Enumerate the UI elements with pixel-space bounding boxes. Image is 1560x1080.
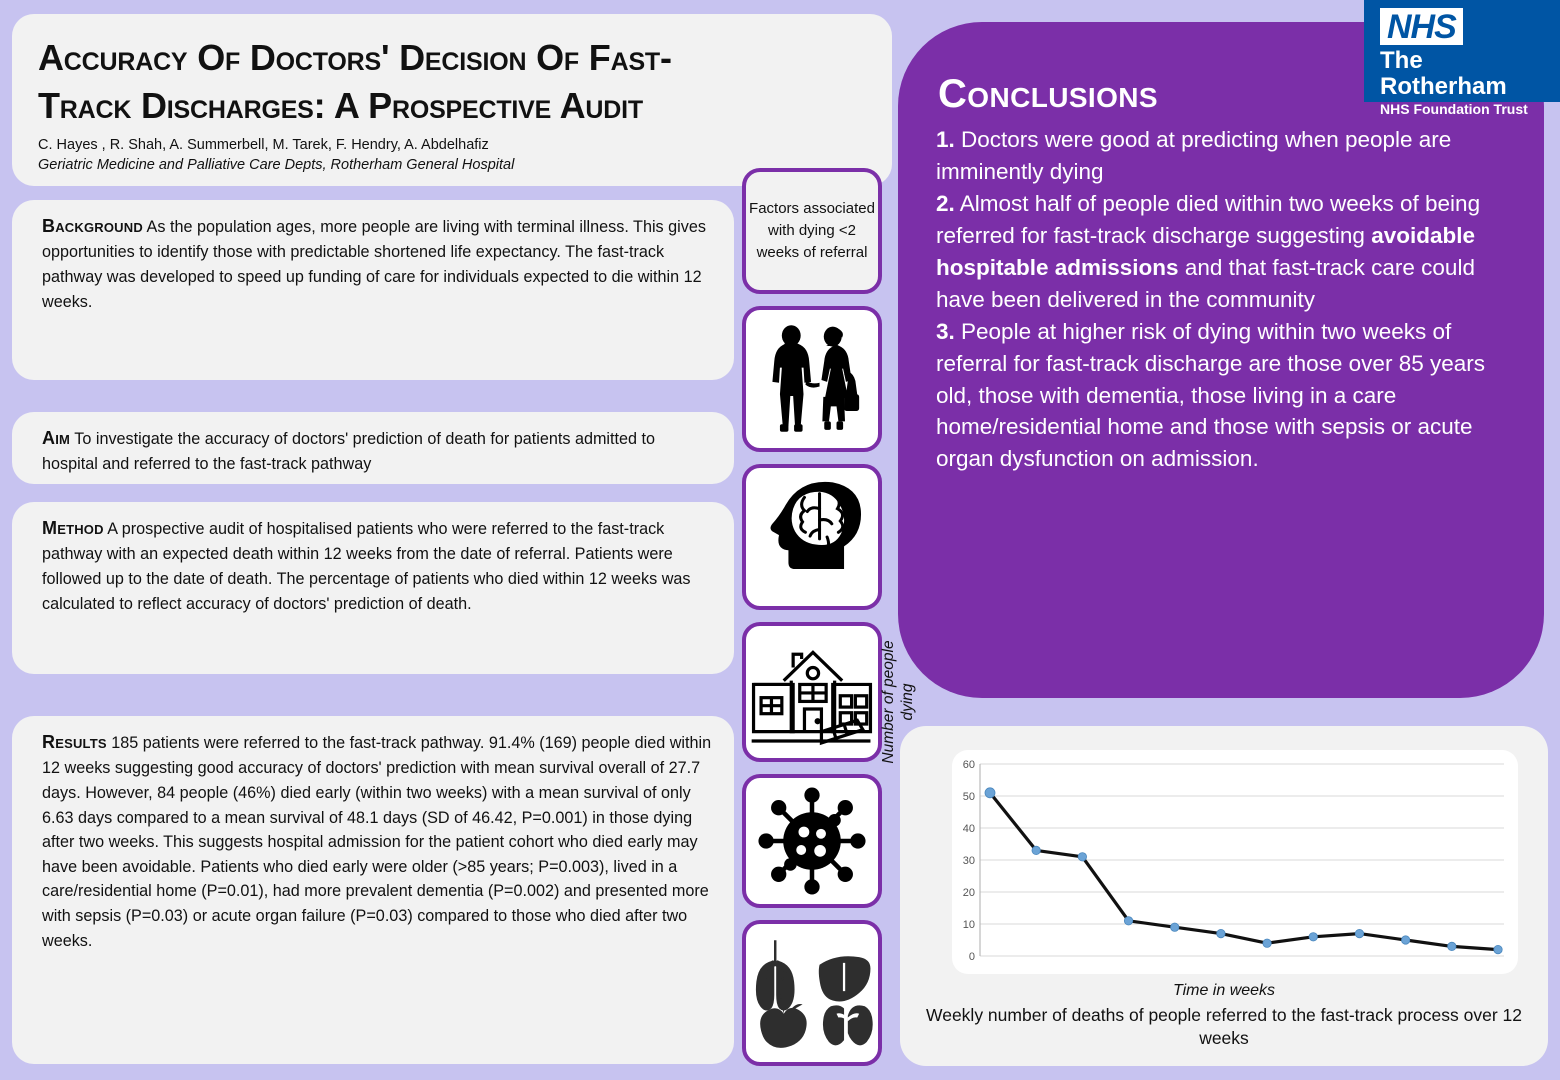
method-body: A prospective audit of hospitalised pati… [42, 520, 691, 613]
conclusion-number-2: 2. [936, 190, 955, 216]
aim-heading: Aim [42, 428, 71, 448]
conclusions-panel: Conclusions 1. Doctors were good at pred… [898, 22, 1544, 698]
data-point [1262, 938, 1272, 948]
nhs-wordmark: NHS [1380, 8, 1463, 45]
organs-icon [742, 920, 882, 1066]
data-point [1170, 922, 1180, 932]
title-line-1: Accuracy Of Doctors' Decision Of Fast- [38, 37, 672, 78]
y-tick-label: 50 [963, 791, 975, 803]
chart-gridlines [980, 763, 1504, 957]
nhs-trust-name: The Rotherham [1380, 47, 1507, 100]
data-point [1493, 945, 1503, 955]
chart-caption: Weekly number of deaths of people referr… [926, 1005, 1522, 1048]
author-list: C. Hayes , R. Shah, A. Summerbell, M. Ta… [38, 136, 489, 153]
title-line-2: Track Discharges: A Prospective Audit [38, 84, 643, 126]
data-point [1401, 935, 1411, 945]
elderly-couple-icon [742, 306, 882, 452]
chart-data-points [984, 787, 1503, 955]
aim-section-card: Aim To investigate the accuracy of docto… [12, 412, 734, 484]
conclusion-text-3: People at higher risk of dying within tw… [936, 318, 1485, 472]
aim-body: To investigate the accuracy of doctors' … [42, 430, 656, 474]
conclusion-text-2-post: and that fast-track care could have been… [936, 254, 1475, 312]
page-title: Accuracy Of Doctors' Decision Of Fast- T… [12, 14, 892, 130]
virus-icon [742, 774, 882, 908]
chart-y-tick-labels: 0 10 20 30 40 50 60 [963, 759, 975, 963]
data-point [1447, 941, 1457, 951]
results-body: 185 patients were referred to the fast-t… [42, 734, 712, 950]
y-tick-label: 40 [963, 823, 975, 835]
conclusions-title: Conclusions [938, 72, 1158, 116]
care-home-icon [742, 622, 882, 762]
factors-heading-box: Factors associated with dying <2 weeks o… [742, 168, 882, 294]
results-section-card: Results 185 patients were referred to th… [12, 716, 734, 1064]
results-heading: Results [42, 732, 107, 752]
y-tick-label: 0 [969, 951, 975, 963]
y-tick-label: 20 [963, 887, 975, 899]
conclusion-text-2-bold: avoidable hospitable admissions [936, 222, 1475, 280]
y-tick-label: 60 [963, 759, 975, 771]
conclusion-text-2-pre: Almost half of people died within two we… [936, 190, 1481, 248]
background-section-card: Background As the population ages, more … [12, 200, 734, 380]
nhs-logo: NHS The Rotherham NHS Foundation Trust [1364, 0, 1560, 117]
affiliation: Geriatric Medicine and Palliative Care D… [38, 157, 515, 174]
conclusion-item-3: 3. People at higher risk of dying within… [936, 316, 1516, 476]
line-chart-svg: 0 10 20 30 40 50 60 [963, 759, 1504, 963]
chart-x-axis-label: Time in weeks [1172, 982, 1276, 999]
data-point [1123, 916, 1134, 926]
results-section: Results 185 patients were referred to th… [12, 716, 734, 966]
chart-series-line [988, 791, 1499, 952]
chart-card: Number of people dying 0 10 20 30 40 50 60 Tim… [880, 640, 1548, 1066]
factors-heading-text: Factors associated with dying <2 weeks o… [749, 200, 875, 261]
data-point [1077, 852, 1087, 862]
data-point [984, 787, 996, 799]
background-body: As the population ages, more people are … [42, 218, 706, 311]
conclusion-number-1: 1. [936, 127, 955, 152]
data-point [1031, 845, 1041, 856]
method-section-card: Method A prospective audit of hospitalis… [12, 502, 734, 674]
nhs-foundation-trust-label: NHS Foundation Trust [1380, 100, 1528, 117]
aim-section: Aim To investigate the accuracy of docto… [12, 412, 734, 490]
brain-head-icon [742, 464, 882, 610]
title-card: Accuracy Of Doctors' Decision Of Fast- T… [12, 14, 892, 186]
data-point [1354, 929, 1365, 939]
y-tick-label: 10 [963, 919, 975, 931]
y-tick-label: 30 [963, 855, 975, 867]
conclusion-number-3: 3. [936, 318, 955, 344]
method-section: Method A prospective audit of hospitalis… [12, 502, 734, 629]
chart-y-axis-label: Number of people dying [880, 640, 916, 764]
data-point [1216, 929, 1226, 939]
background-section: Background As the population ages, more … [12, 200, 734, 327]
method-heading: Method [42, 518, 104, 538]
data-point [1308, 932, 1318, 942]
conclusions-body: 1. Doctors were good at predicting when … [936, 124, 1516, 475]
conclusion-item-2: 2. Almost half of people died within two… [936, 188, 1516, 316]
background-heading: Background [42, 216, 143, 236]
conclusion-item-1: 1. Doctors were good at predicting when … [936, 124, 1516, 188]
conclusion-text-1: Doctors were good at predicting when peo… [936, 127, 1452, 184]
chart-plot-area: 0 10 20 30 40 50 60 [952, 750, 1518, 974]
